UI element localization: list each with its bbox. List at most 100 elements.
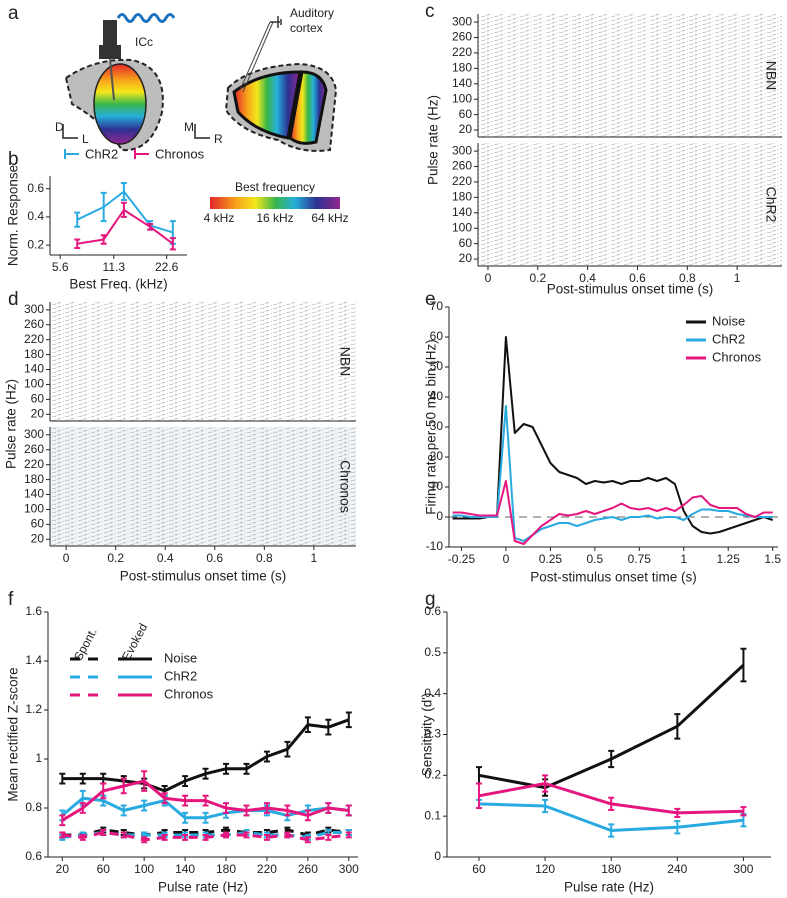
raster-texture (478, 143, 782, 266)
panel-label: f (8, 589, 14, 610)
y-tick-label: 0.4 (424, 686, 441, 700)
series-line (452, 336, 774, 535)
y-tick-label: 60 (459, 107, 473, 121)
error-bar (100, 191, 107, 223)
x-tick-label: 1.5 (764, 552, 781, 566)
series-line (76, 190, 174, 234)
error-bar (304, 716, 311, 734)
error-bar (182, 811, 189, 824)
raster-texture (478, 14, 782, 137)
error-bar (182, 794, 189, 807)
error-bar (202, 811, 209, 824)
y-tick-label: 300 (452, 14, 472, 28)
legend-label: Chronos (712, 349, 762, 364)
y-tick-label: 100 (452, 220, 472, 234)
y-tick-label: 0.6 (424, 604, 441, 618)
error-bar (223, 831, 230, 839)
y-tick-label: 220 (452, 174, 472, 188)
legend-column: Spont. (71, 626, 100, 663)
y-tick-label: 0.4 (27, 209, 44, 223)
x-tick-label: 0.5 (586, 552, 603, 566)
error-bar (475, 782, 482, 809)
x-tick-label: 0.4 (579, 271, 596, 285)
legend-column: Evoked (119, 621, 150, 663)
panel-label: b (8, 149, 19, 170)
y-tick-label: 220 (24, 332, 44, 346)
error-bar (79, 772, 86, 785)
x-axis-title: Post-stimulus onset time (s) (120, 569, 287, 584)
x-tick-label: 60 (472, 862, 486, 876)
x-tick-label: 1 (680, 552, 687, 566)
error-bar (223, 762, 230, 775)
series-line (77, 208, 174, 245)
cortex-map-aaf (288, 70, 328, 145)
cortex-label-line: cortex (290, 21, 323, 35)
probe (103, 20, 117, 50)
axis-m: M (184, 120, 194, 134)
y-tick-label: 220 (24, 457, 44, 471)
y-tick-label: 60 (31, 517, 45, 531)
error-bar (182, 775, 189, 787)
y-tick-label: 1.4 (25, 653, 42, 667)
y-axis-title: Pulse rate (Hz) (4, 379, 19, 469)
y-tick-label: 300 (24, 302, 44, 316)
y-tick-label: 1.6 (25, 604, 42, 618)
legend-label: Noise (164, 650, 197, 665)
y-tick-label: 0 (434, 849, 441, 863)
y-tick-label: 0 (436, 509, 443, 523)
x-tick-label: 1 (734, 271, 741, 285)
raster-label: NBN (763, 61, 779, 91)
error-bar (263, 750, 270, 763)
error-bar (345, 804, 352, 817)
legend-swatch (64, 149, 79, 159)
y-tick-label: 0.6 (27, 181, 44, 195)
error-bar (345, 711, 352, 729)
error-bar (74, 211, 81, 228)
error-bar (202, 794, 209, 807)
y-tick-label: 0.1 (424, 808, 441, 822)
x-axis-title: Pulse rate (Hz) (158, 880, 248, 895)
colorbar-label: 4 kHz (204, 211, 235, 225)
error-bar (325, 802, 332, 814)
y-tick-label: 1.2 (25, 702, 42, 716)
x-tick-label: 300 (339, 862, 359, 876)
error-bar (120, 777, 127, 795)
axis-d: D (55, 120, 64, 134)
error-bar (161, 833, 168, 841)
x-tick-label: 0.8 (679, 271, 696, 285)
x-tick-label: 0 (503, 552, 510, 566)
y-tick-label: 0.2 (424, 768, 441, 782)
y-tick-label: 180 (452, 190, 472, 204)
x-tick-label: 180 (216, 862, 236, 876)
stimulus-wave (116, 13, 176, 23)
y-tick-label: 300 (24, 427, 44, 441)
error-bar (608, 823, 615, 838)
legend-label: ChR2 (164, 668, 197, 683)
x-tick-label: 5.6 (52, 260, 69, 274)
x-tick-label: 0.25 (539, 552, 563, 566)
cortex-label-line: Auditory (290, 6, 334, 20)
y-tick-label: 0.3 (424, 727, 441, 741)
error-bar (304, 836, 311, 844)
error-bar (263, 802, 270, 814)
y-tick-label: 180 (24, 347, 44, 361)
error-bar (284, 740, 291, 758)
y-tick-label: 140 (452, 76, 472, 90)
y-tick-label: 40 (430, 389, 444, 403)
error-bar (120, 182, 127, 201)
error-bar (169, 237, 176, 251)
y-tick-label: 100 (24, 377, 44, 391)
error-bar (141, 799, 148, 812)
x-tick-label: 240 (667, 862, 687, 876)
error-bar (141, 770, 148, 792)
y-axis-title: Norm. Response (6, 165, 21, 266)
y-tick-label: -10 (426, 539, 444, 553)
legend-label: ChR2 (712, 331, 745, 346)
orientation-axes (194, 124, 210, 139)
y-tick-label: 60 (31, 392, 45, 406)
x-tick-label: 0.8 (256, 551, 273, 565)
x-tick-label: 11.3 (103, 260, 126, 274)
error-bar (202, 833, 209, 841)
